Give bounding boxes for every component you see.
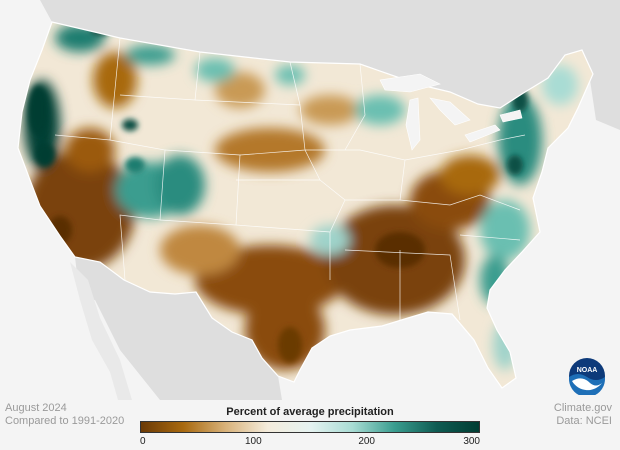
state-borders <box>54 37 526 321</box>
conus-outline <box>17 21 594 389</box>
legend-tick-300: 300 <box>463 436 480 447</box>
legend-tick-0: 0 <box>140 436 146 447</box>
mexico-land <box>75 257 282 400</box>
data-source: Data: NCEI <box>556 415 612 427</box>
legend-tick-200: 200 <box>358 436 375 447</box>
map-comparison: Compared to 1991-2020 <box>5 415 125 427</box>
precipitation-map <box>17 0 620 400</box>
canada-land <box>40 0 620 130</box>
legend-color-bar <box>140 421 480 433</box>
baja-peninsula <box>70 262 132 400</box>
map-credits: Climate.gov Data: NCEI <box>554 402 612 428</box>
noaa-logo-text: NOAA <box>577 367 598 374</box>
great-lakes <box>379 73 523 151</box>
map-graphic <box>17 0 620 400</box>
color-legend: Percent of average precipitation 0 100 200… <box>140 404 480 448</box>
legend-tick-100: 100 <box>244 436 262 447</box>
legend-title: Percent of average precipitation <box>226 406 394 418</box>
credit-source: Climate.gov <box>553 402 612 414</box>
map-info: August 2024 Compared to 1991-2020 <box>5 402 124 428</box>
map-date: August 2024 <box>5 402 67 414</box>
noaa-logo: NOAA <box>569 358 605 395</box>
